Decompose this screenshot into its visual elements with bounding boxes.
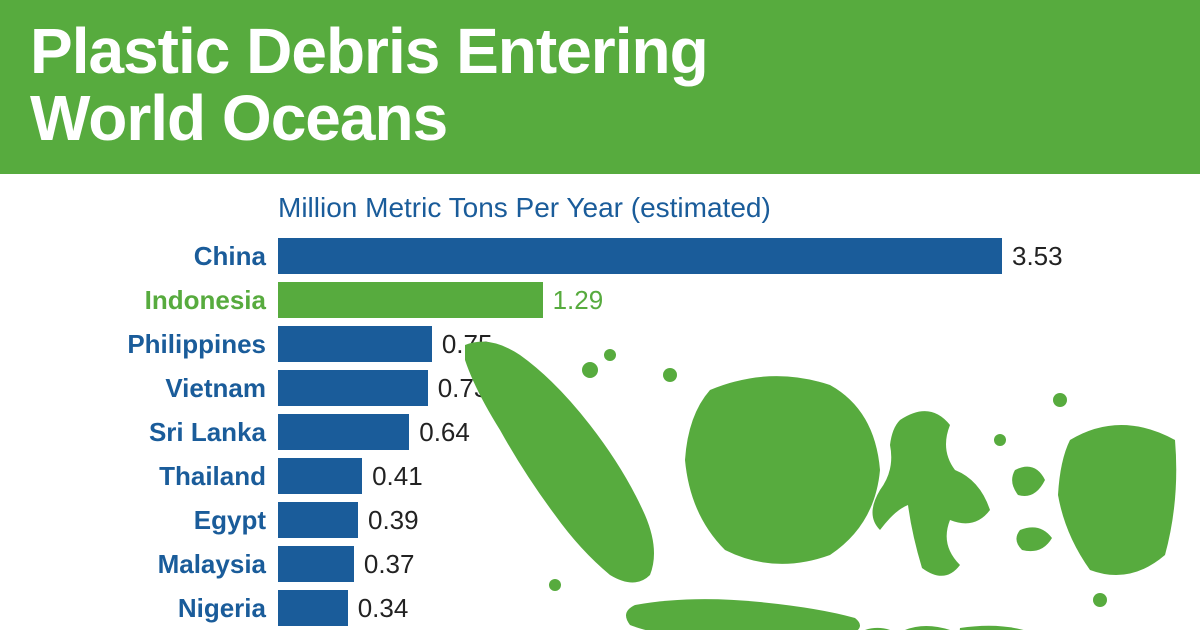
bar-value: 0.34: [358, 593, 409, 624]
row-label: Indonesia: [30, 285, 278, 316]
bar: [278, 370, 428, 406]
bar: [278, 502, 358, 538]
row-label: Vietnam: [30, 373, 278, 404]
bar-value: 0.41: [372, 461, 423, 492]
row-label: Philippines: [30, 329, 278, 360]
bar: [278, 414, 409, 450]
row-label: Nigeria: [30, 593, 278, 624]
page-title: Plastic Debris Entering World Oceans: [30, 18, 1170, 152]
header-banner: Plastic Debris Entering World Oceans: [0, 0, 1200, 174]
row-label: Egypt: [30, 505, 278, 536]
row-label: Sri Lanka: [30, 417, 278, 448]
bar: [278, 238, 1002, 274]
chart-row: Indonesia 1.29: [30, 278, 1170, 322]
bar: [278, 458, 362, 494]
bar-value: 3.53: [1012, 241, 1063, 272]
content-area: Million Metric Tons Per Year (estimated)…: [0, 174, 1200, 630]
bar-value: 0.37: [364, 549, 415, 580]
indonesia-map: [460, 330, 1180, 630]
row-label: Malaysia: [30, 549, 278, 580]
chart-row: China 3.53: [30, 234, 1170, 278]
bar-wrap: 1.29: [278, 282, 1170, 318]
title-line-1: Plastic Debris Entering: [30, 15, 708, 87]
row-label: China: [30, 241, 278, 272]
bar-value: 0.39: [368, 505, 419, 536]
bar-wrap: 3.53: [278, 238, 1170, 274]
unit-label: Million Metric Tons Per Year (estimated): [278, 192, 1170, 224]
bar: [278, 282, 543, 318]
title-line-2: World Oceans: [30, 82, 447, 154]
bar-value: 1.29: [553, 285, 604, 316]
row-label: Thailand: [30, 461, 278, 492]
bar: [278, 590, 348, 626]
bar: [278, 546, 354, 582]
bar: [278, 326, 432, 362]
